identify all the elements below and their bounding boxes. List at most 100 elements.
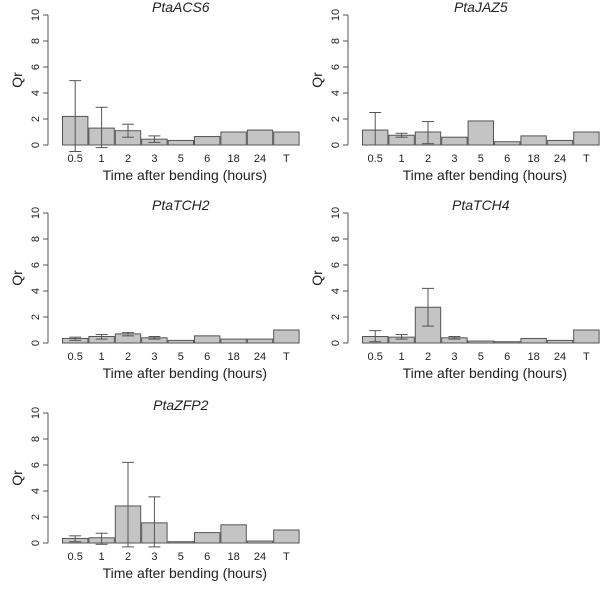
error-bar [69, 336, 82, 341]
bar [246, 129, 274, 146]
y-tick-label: 10 [30, 407, 42, 419]
chart-title: PtaTCH2 [152, 197, 210, 213]
x-tick-label: T [583, 153, 590, 165]
y-tick-label: 10 [30, 207, 42, 219]
y-tick-label: 2 [330, 116, 342, 122]
x-tick-label: 24 [554, 351, 566, 363]
y-tick-label: 0 [330, 340, 342, 346]
x-tick-label: T [283, 551, 290, 563]
x-tick-label: 5 [178, 551, 184, 563]
x-tick-label: 18 [527, 351, 539, 363]
y-tick-label: 6 [330, 262, 342, 268]
chart-title: PtaTCH4 [452, 197, 510, 213]
bar [246, 540, 274, 544]
bar [167, 541, 195, 544]
y-axis-label: Qr [309, 72, 325, 88]
x-tick-label: 0.5 [68, 551, 83, 563]
y-tick-label: 6 [30, 262, 42, 268]
error-bar [69, 80, 82, 152]
bar [441, 136, 468, 146]
bar [467, 340, 495, 344]
bar [273, 131, 300, 146]
x-tick-label: 2 [425, 351, 431, 363]
y-axis-label: Qr [9, 470, 25, 486]
x-tick-label: 6 [504, 153, 510, 165]
error-bar [148, 135, 161, 143]
x-tick-label: T [283, 153, 290, 165]
y-tick-label: 2 [30, 314, 42, 320]
x-tick-label: 6 [504, 351, 510, 363]
y-tick-label: 6 [330, 64, 342, 70]
y-tick-label: 4 [330, 288, 342, 294]
error-bar [395, 132, 408, 138]
y-tick-label: 10 [30, 9, 42, 21]
y-tick-label: 8 [330, 236, 342, 242]
x-tick-label: 5 [478, 153, 484, 165]
x-axis-label: Time after bending (hours) [103, 365, 267, 381]
y-tick-label: 2 [30, 514, 42, 520]
bar [167, 339, 195, 344]
y-tick-label: 6 [30, 462, 42, 468]
y-tick-label: 10 [330, 9, 342, 21]
x-tick-label: 3 [151, 153, 157, 165]
x-tick-label: 0.5 [68, 153, 83, 165]
x-tick-label: 6 [204, 351, 210, 363]
x-tick-label: 2 [125, 551, 131, 563]
chart-title: PtaACS6 [152, 0, 210, 15]
error-bar [395, 334, 408, 340]
x-tick-label: 18 [227, 551, 239, 563]
x-tick-label: 1 [399, 351, 405, 363]
y-tick-label: 4 [30, 90, 42, 96]
y-tick-label: 10 [330, 207, 342, 219]
x-tick-label: 3 [151, 351, 157, 363]
error-bar [122, 123, 134, 138]
x-tick-label: 18 [227, 153, 239, 165]
x-tick-label: 3 [151, 551, 157, 563]
error-bar [69, 535, 82, 543]
y-tick-label: 8 [30, 236, 42, 242]
x-tick-label: 18 [227, 351, 239, 363]
x-axis-label: Time after bending (hours) [103, 167, 267, 183]
x-tick-label: 5 [178, 351, 184, 363]
y-tick-label: 8 [30, 436, 42, 442]
y-tick-label: 2 [30, 116, 42, 122]
error-bar [148, 496, 161, 548]
bar [220, 338, 247, 344]
x-tick-label: 1 [99, 351, 105, 363]
chart-title: PtaJAZ5 [454, 0, 508, 15]
y-tick-label: 0 [330, 142, 342, 148]
error-bar [448, 336, 461, 340]
y-tick-label: 8 [30, 38, 42, 44]
bar [520, 135, 547, 146]
bar [546, 139, 574, 146]
error-bar [422, 121, 434, 145]
x-tick-label: 0.5 [368, 351, 383, 363]
bar [494, 141, 521, 146]
error-bar [122, 461, 134, 548]
error-bar [148, 336, 161, 340]
x-tick-label: 2 [125, 153, 131, 165]
error-bar [95, 334, 108, 340]
chart-title: PtaZFP2 [153, 397, 208, 413]
x-axis-label: Time after bending (hours) [403, 167, 567, 183]
x-tick-label: 5 [178, 153, 184, 165]
x-tick-label: 18 [527, 153, 539, 165]
bar [194, 136, 221, 146]
bar [494, 341, 521, 344]
y-tick-label: 6 [30, 64, 42, 70]
x-tick-label: 5 [478, 351, 484, 363]
x-tick-label: 2 [425, 153, 431, 165]
x-tick-label: 1 [99, 551, 105, 563]
x-tick-label: 24 [254, 153, 266, 165]
y-tick-label: 4 [30, 288, 42, 294]
y-tick-label: 2 [330, 314, 342, 320]
y-axis-label: Qr [9, 72, 25, 88]
x-tick-label: T [283, 351, 290, 363]
x-tick-label: 24 [254, 351, 266, 363]
error-bar [95, 532, 108, 545]
y-tick-label: 8 [330, 38, 342, 44]
